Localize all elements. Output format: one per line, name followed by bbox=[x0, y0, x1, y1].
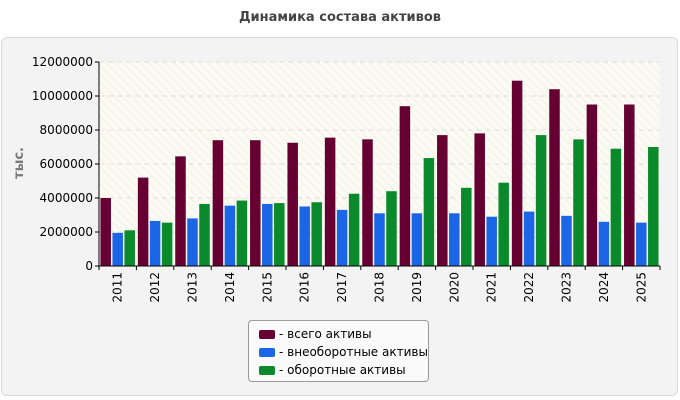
bar-2017-s2 bbox=[348, 193, 360, 266]
legend-swatch-noncurrent bbox=[259, 347, 275, 357]
bar-2015-s2 bbox=[274, 203, 285, 266]
bar-2024-s2 bbox=[610, 148, 622, 266]
bar-2011-s2 bbox=[124, 230, 135, 266]
bar-2014-s2 bbox=[236, 200, 248, 266]
x-tick-label: 2024 bbox=[597, 272, 611, 303]
bar-2024-s0 bbox=[586, 104, 598, 266]
bar-2013-s0 bbox=[175, 156, 186, 266]
bar-2013-s2 bbox=[199, 203, 210, 266]
bar-2014-s0 bbox=[212, 140, 224, 266]
bar-2012-s2 bbox=[161, 222, 173, 266]
bar-2016-s1 bbox=[299, 206, 310, 266]
y-tick-label: 2000000 bbox=[40, 225, 93, 239]
x-tick-label: 2020 bbox=[447, 272, 461, 303]
bar-2019-s0 bbox=[399, 106, 411, 266]
bar-2023-s2 bbox=[573, 139, 584, 266]
x-tick-label: 2015 bbox=[260, 272, 274, 303]
bar-2025-s2 bbox=[648, 147, 659, 266]
bar-2018-s1 bbox=[374, 213, 385, 266]
y-tick-label: 4000000 bbox=[40, 191, 93, 205]
bar-2021-s2 bbox=[498, 182, 509, 266]
bar-2022-s2 bbox=[535, 135, 547, 266]
x-tick-label: 2016 bbox=[298, 272, 312, 303]
legend-item-current: - оборотные активы bbox=[259, 361, 428, 379]
bar-2012-s1 bbox=[149, 220, 161, 266]
legend-label-noncurrent: - внеоборотные активы bbox=[279, 345, 428, 359]
legend-item-noncurrent: - внеоборотные активы bbox=[259, 343, 428, 361]
bar-2020-s2 bbox=[461, 187, 472, 266]
bar-2018-s0 bbox=[362, 139, 373, 266]
bar-2020-s1 bbox=[449, 213, 460, 266]
y-tick-label: 10000000 bbox=[32, 89, 93, 103]
bar-2015-s0 bbox=[250, 140, 261, 266]
bar-2019-s2 bbox=[423, 158, 435, 266]
y-tick-label: 12000000 bbox=[32, 55, 93, 69]
bar-2025-s1 bbox=[636, 222, 647, 266]
bar-2023-s1 bbox=[561, 215, 572, 266]
bar-2015-s1 bbox=[262, 203, 273, 266]
bar-2020-s0 bbox=[437, 135, 448, 266]
x-tick-label: 2017 bbox=[335, 272, 349, 303]
x-tick-label: 2019 bbox=[410, 272, 424, 303]
x-tick-label: 2022 bbox=[522, 272, 536, 303]
x-tick-label: 2011 bbox=[111, 272, 125, 303]
bar-2017-s0 bbox=[324, 137, 336, 266]
x-tick-label: 2025 bbox=[634, 272, 648, 303]
bar-2014-s1 bbox=[224, 205, 236, 266]
bar-2022-s1 bbox=[523, 211, 535, 266]
legend-label-current: - оборотные активы bbox=[279, 363, 406, 377]
bar-2019-s1 bbox=[411, 213, 423, 266]
bar-2016-s0 bbox=[287, 142, 298, 266]
y-tick-label: 8000000 bbox=[40, 123, 93, 137]
x-tick-label: 2023 bbox=[560, 272, 574, 303]
y-tick-label: 0 bbox=[85, 259, 93, 273]
legend: - всего активы - внеоборотные активы - о… bbox=[248, 320, 429, 382]
bar-2022-s0 bbox=[511, 80, 523, 266]
bar-2023-s0 bbox=[549, 89, 560, 266]
bar-2011-s0 bbox=[100, 198, 111, 266]
y-axis-label: тыс. bbox=[12, 147, 27, 179]
bar-2021-s1 bbox=[486, 216, 497, 266]
x-tick-label: 2014 bbox=[223, 272, 237, 303]
bar-2018-s2 bbox=[386, 191, 397, 266]
bar-2024-s1 bbox=[598, 221, 610, 266]
x-tick-label: 2013 bbox=[186, 272, 200, 303]
bar-2011-s1 bbox=[112, 232, 123, 266]
legend-swatch-total bbox=[259, 329, 275, 339]
x-tick-label: 2021 bbox=[485, 272, 499, 303]
bar-2021-s0 bbox=[474, 133, 485, 266]
bar-2013-s1 bbox=[187, 218, 198, 266]
y-tick-label: 6000000 bbox=[40, 157, 93, 171]
x-tick-label: 2012 bbox=[148, 272, 162, 303]
legend-label-total: - всего активы bbox=[279, 327, 372, 341]
legend-item-total: - всего активы bbox=[259, 325, 428, 343]
legend-swatch-current bbox=[259, 365, 275, 375]
bar-2017-s1 bbox=[336, 209, 348, 266]
x-tick-label: 2018 bbox=[373, 272, 387, 303]
bar-2016-s2 bbox=[311, 202, 322, 266]
bar-2012-s0 bbox=[137, 177, 149, 266]
bar-2025-s0 bbox=[624, 104, 635, 266]
chart-title: Динамика состава активов bbox=[238, 10, 442, 25]
